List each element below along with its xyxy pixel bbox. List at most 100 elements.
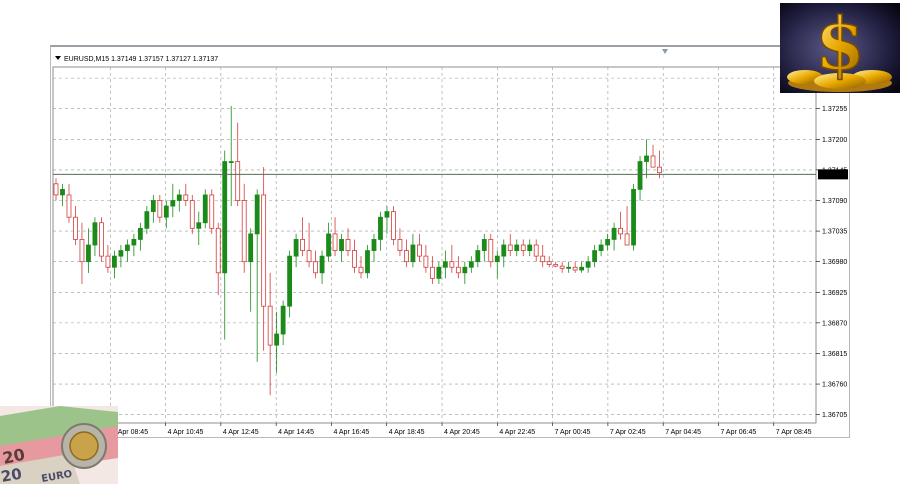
candle-body <box>566 266 572 269</box>
candle <box>287 250 293 318</box>
candle <box>566 261 572 273</box>
candle <box>332 217 338 257</box>
candle-body <box>131 239 137 246</box>
candle <box>644 139 649 179</box>
y-tick-label: 1.36925 <box>822 290 847 297</box>
svg-text:20: 20 <box>0 465 23 484</box>
candle <box>631 183 636 251</box>
candle-body <box>202 194 208 224</box>
candle <box>404 239 409 268</box>
candle-body <box>624 233 630 246</box>
x-tick-label: 4 Apr 10:45 <box>168 429 204 436</box>
x-tick-label: 4 Apr 16:45 <box>333 429 369 436</box>
candle-body <box>475 250 481 263</box>
candle <box>99 217 104 262</box>
candle-body <box>215 227 221 274</box>
candle <box>352 239 357 273</box>
candle <box>501 239 507 268</box>
candle-body <box>540 255 546 263</box>
chart-header: EURUSD,M15 1.37149 1.37157 1.37127 1.371… <box>55 56 218 63</box>
candle-body <box>79 239 85 263</box>
candle-body <box>631 188 636 246</box>
candle-body <box>429 266 435 279</box>
candle <box>429 256 435 284</box>
candle <box>163 200 169 229</box>
candle-body <box>235 161 241 201</box>
candle <box>235 122 241 207</box>
candle <box>455 256 461 279</box>
candle <box>553 261 559 268</box>
candle-body <box>222 161 228 274</box>
candle-body <box>501 244 507 257</box>
candle <box>79 222 85 284</box>
candle-body <box>248 233 254 263</box>
candle-body <box>306 250 312 263</box>
candle-body <box>585 261 591 268</box>
candle <box>410 233 416 268</box>
candle <box>423 245 429 273</box>
candle <box>449 245 455 273</box>
candle <box>196 211 202 245</box>
candle <box>417 233 422 262</box>
candle <box>592 245 598 268</box>
candle <box>618 211 623 240</box>
candle-body <box>605 239 610 246</box>
y-tick-label: 1.37255 <box>822 106 847 113</box>
candle-body <box>287 255 293 307</box>
candle <box>150 194 156 223</box>
candle-body <box>611 227 617 240</box>
plot-frame <box>52 66 817 424</box>
candle <box>112 250 117 279</box>
candle-body <box>60 188 65 196</box>
candle-body <box>488 239 494 263</box>
candle-body <box>176 194 182 201</box>
candle-body <box>520 244 526 251</box>
candle-body <box>99 222 104 257</box>
candle-body <box>352 250 357 268</box>
chart-window[interactable]: 1.373101.372551.372001.371451.370901.370… <box>50 45 850 438</box>
candle <box>520 239 526 257</box>
candle-body <box>196 222 202 229</box>
x-tick-label: 7 Apr 04:45 <box>665 429 701 436</box>
candle-body <box>397 239 403 251</box>
candle-body <box>293 239 299 257</box>
candle <box>306 222 312 268</box>
candle-body <box>417 244 422 257</box>
candle-body <box>436 266 442 279</box>
candle <box>397 228 403 257</box>
candle-body <box>105 255 111 268</box>
x-tick-label: 7 Apr 02:45 <box>610 429 646 436</box>
x-tick-label: 4 Apr 08:45 <box>112 429 148 436</box>
candle <box>267 272 273 396</box>
candle <box>365 245 370 279</box>
candle-body <box>579 266 585 271</box>
x-axis: 4 Apr 20144 Apr 08:454 Apr 10:454 Apr 12… <box>54 423 812 436</box>
euro-banknotes-image: 20 20 EURO <box>0 406 118 484</box>
candlestick-chart[interactable]: 1.373101.372551.372001.371451.370901.370… <box>51 47 851 440</box>
candle-body <box>345 239 351 251</box>
candle <box>319 250 325 284</box>
candle <box>637 156 643 201</box>
candle <box>73 206 78 245</box>
candle <box>189 194 195 234</box>
dropdown-triangle-icon[interactable] <box>55 56 61 60</box>
candle-body <box>533 244 539 257</box>
y-tick-label: 1.36815 <box>822 351 847 358</box>
current-price-label: 1.37137 <box>821 172 846 179</box>
candle-body <box>442 261 448 268</box>
candle-body <box>618 227 623 235</box>
candle <box>488 233 494 268</box>
x-tick-label: 4 Apr 14:45 <box>278 429 314 436</box>
candle-body <box>559 265 565 269</box>
shift-marker-icon[interactable] <box>662 49 668 54</box>
candle <box>657 150 662 179</box>
candle-body <box>209 194 215 229</box>
candle <box>92 217 98 257</box>
candle <box>527 239 533 257</box>
y-tick-label: 1.36980 <box>822 259 847 266</box>
candle-body <box>455 266 461 274</box>
candle <box>650 144 656 168</box>
candle <box>86 228 91 273</box>
candle-body <box>546 261 552 265</box>
candle <box>280 300 286 346</box>
